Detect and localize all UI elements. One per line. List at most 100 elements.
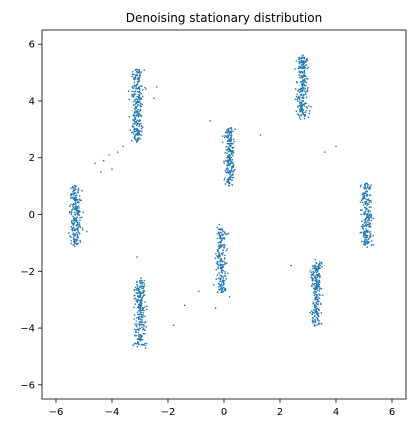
data-point: [224, 169, 227, 172]
data-point: [132, 104, 135, 106]
data-point: [226, 131, 229, 134]
data-point: [76, 236, 79, 238]
data-point: [134, 303, 136, 305]
data-point: [133, 115, 136, 117]
data-point: [73, 223, 75, 226]
data-point: [315, 308, 318, 310]
data-point: [135, 129, 138, 132]
data-point: [218, 228, 221, 231]
data-point: [303, 69, 306, 72]
data-point: [313, 312, 316, 314]
data-point: [133, 84, 135, 87]
outlier-point: [144, 347, 147, 349]
data-point: [233, 140, 236, 143]
data-point: [368, 237, 370, 240]
data-point: [131, 94, 133, 96]
data-point: [135, 334, 138, 337]
data-point: [133, 81, 136, 84]
data-point: [368, 194, 371, 197]
data-point: [370, 216, 373, 219]
outlier-point: [116, 151, 119, 153]
data-point: [363, 201, 366, 204]
data-point: [138, 290, 140, 293]
data-point: [311, 320, 314, 323]
data-point: [318, 309, 320, 312]
outlier-point: [108, 154, 110, 156]
outlier-point: [234, 128, 236, 131]
data-point: [139, 286, 141, 288]
data-point: [134, 77, 137, 80]
data-point: [134, 93, 137, 95]
data-point: [135, 292, 138, 294]
data-point: [140, 309, 143, 312]
data-point: [133, 90, 135, 93]
data-point: [365, 218, 367, 220]
data-point: [144, 315, 146, 317]
data-point: [225, 278, 228, 280]
data-point: [315, 279, 318, 282]
data-point: [77, 230, 80, 232]
data-point: [133, 121, 136, 123]
data-point: [140, 115, 143, 117]
data-point: [134, 118, 137, 120]
data-point: [320, 312, 323, 314]
data-point: [136, 298, 138, 301]
data-point: [229, 142, 231, 145]
data-point: [135, 139, 137, 141]
data-point: [302, 56, 305, 59]
data-point: [135, 98, 138, 100]
data-point: [364, 200, 367, 203]
data-point: [303, 87, 305, 89]
data-point: [363, 230, 366, 232]
data-point: [70, 225, 73, 228]
data-point: [231, 142, 233, 145]
data-point: [220, 257, 222, 260]
data-point: [78, 225, 80, 227]
data-point: [141, 313, 143, 316]
data-point: [219, 274, 221, 277]
data-point: [311, 313, 313, 316]
data-point: [219, 237, 222, 240]
data-point: [223, 178, 226, 181]
data-point: [76, 209, 78, 212]
data-point: [363, 206, 366, 209]
data-point: [136, 122, 139, 124]
data-point: [140, 287, 143, 289]
data-point: [135, 300, 137, 302]
data-point: [369, 233, 372, 235]
data-point: [220, 260, 222, 263]
data-point: [368, 206, 371, 209]
data-point: [307, 66, 310, 69]
data-point: [366, 240, 369, 243]
data-point: [229, 173, 231, 176]
data-point: [139, 301, 141, 304]
data-point: [76, 211, 78, 213]
data-point: [312, 301, 315, 304]
data-point: [69, 205, 71, 207]
data-point: [314, 269, 317, 272]
data-point: [224, 135, 226, 137]
data-point: [372, 244, 375, 246]
data-point: [221, 272, 224, 274]
data-point: [226, 165, 228, 167]
data-point: [137, 131, 139, 133]
data-point: [138, 95, 140, 98]
data-point: [221, 253, 224, 256]
outlier-point: [259, 134, 262, 136]
data-point: [232, 154, 234, 157]
outlier-point: [172, 324, 175, 327]
data-point: [72, 233, 74, 236]
data-point: [220, 269, 223, 272]
data-point: [304, 114, 306, 116]
data-point: [366, 221, 368, 224]
data-point: [364, 220, 367, 223]
data-point: [302, 112, 304, 114]
data-point: [222, 230, 224, 233]
data-point: [311, 265, 314, 267]
data-point: [363, 222, 366, 224]
data-point: [315, 310, 317, 313]
data-point: [145, 326, 147, 328]
data-point: [144, 321, 146, 324]
data-point: [315, 291, 317, 293]
data-point: [221, 266, 224, 269]
